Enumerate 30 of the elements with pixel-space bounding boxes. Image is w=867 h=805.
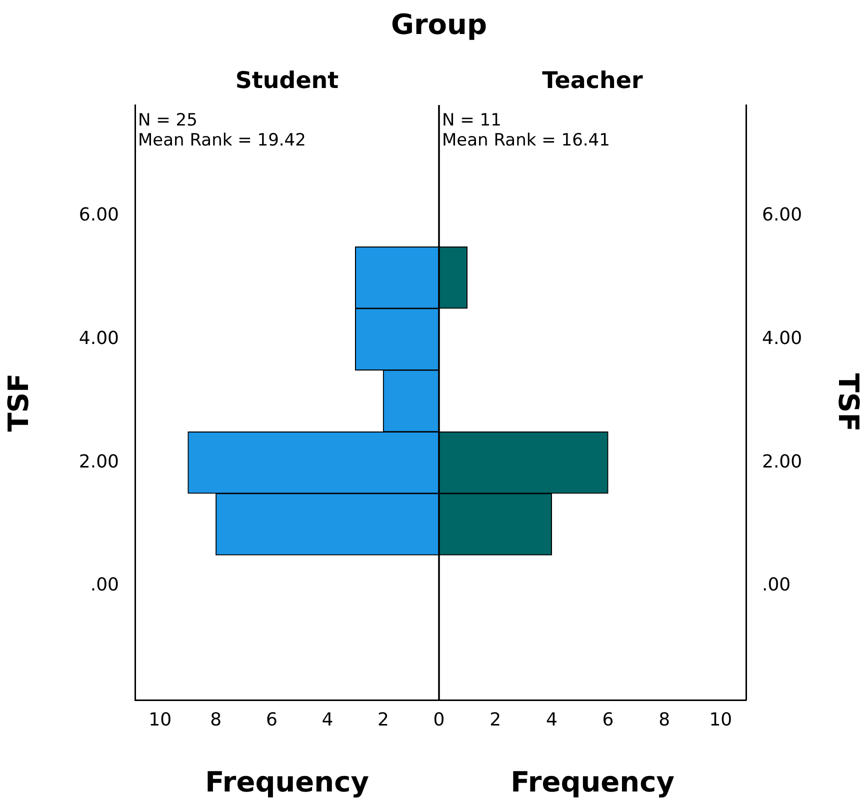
y-tick-label: 4.00 bbox=[78, 328, 119, 349]
y-tick-label: 2.00 bbox=[78, 451, 119, 472]
y-tick-label: 6.00 bbox=[762, 204, 802, 226]
annotation: N = 25 bbox=[138, 110, 198, 130]
y-tick-label: .00 bbox=[90, 574, 119, 596]
y-tick-label: 6.00 bbox=[78, 204, 119, 226]
y-tick-label: 4.00 bbox=[762, 328, 802, 349]
y-axis-title: TSF bbox=[832, 373, 865, 432]
chart-subtitle: Student bbox=[235, 68, 339, 94]
chart-title: Group bbox=[390, 8, 488, 41]
x-tick-label: 2 bbox=[490, 709, 502, 730]
x-tick-label: 8 bbox=[658, 709, 670, 730]
y-tick-label: 2.00 bbox=[762, 451, 802, 472]
chart-subtitle: Teacher bbox=[542, 68, 643, 94]
x-tick-label: 2 bbox=[377, 709, 389, 730]
x-tick-label: 8 bbox=[210, 709, 222, 730]
x-tick-label: 4 bbox=[322, 709, 334, 730]
x-tick-label: 10 bbox=[148, 709, 172, 730]
x-tick-label: 6 bbox=[266, 709, 278, 730]
annotation: Mean Rank = 19.42 bbox=[138, 130, 306, 150]
x-tick-label: 0 bbox=[433, 709, 445, 730]
y-axis-title: TSF bbox=[2, 373, 36, 432]
x-tick-label: 4 bbox=[546, 709, 558, 730]
x-axis-title: Frequency bbox=[510, 765, 674, 798]
x-tick-label: 6 bbox=[602, 709, 614, 730]
annotation: N = 11 bbox=[442, 110, 502, 130]
y-tick-label: .00 bbox=[762, 574, 791, 596]
x-tick-label: 10 bbox=[709, 709, 732, 730]
x-axis-title: Frequency bbox=[205, 765, 369, 798]
annotation: Mean Rank = 16.41 bbox=[442, 130, 610, 150]
